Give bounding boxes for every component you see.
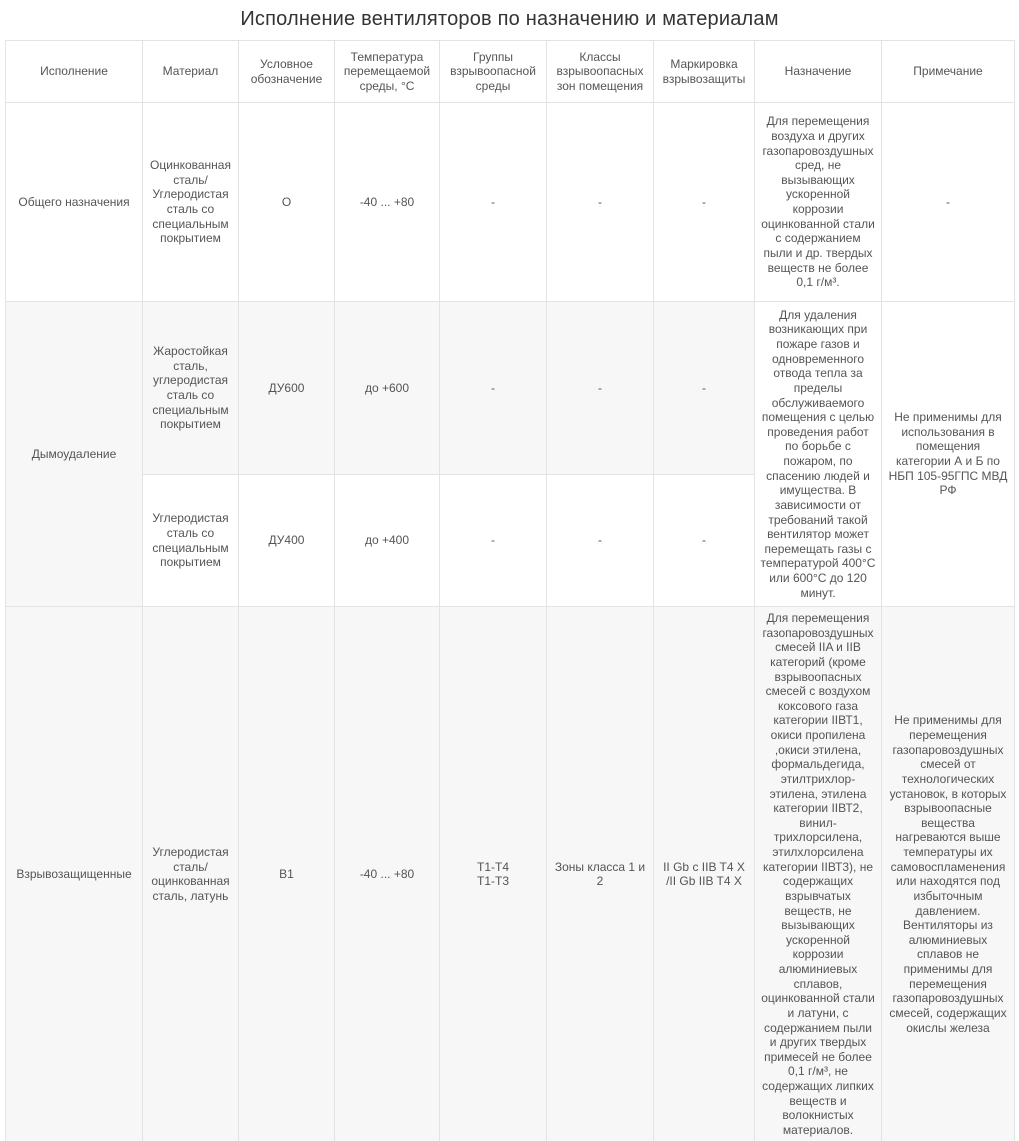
row-smoke-du400: Углеродистая сталь со специальным покрыт… (6, 474, 1015, 607)
cell-explosion-designation: В1 (238, 606, 335, 1141)
cell-explosion-note: Не применимы для перемещения газопаровоз… (881, 606, 1015, 1141)
row-general-purpose: Общего назначения Оцинкованная сталь/ Уг… (5, 102, 1015, 302)
header-marking: Маркировка взрывозащиты (653, 40, 755, 103)
header-note: Примечание (881, 40, 1015, 103)
groups-line-1: Т1-Т4 (476, 859, 509, 874)
cell-explosion-groups: Т1-Т4 Т1-Т3 (439, 606, 547, 1141)
cell-du600-material: Жаростойкая сталь, углеродистая сталь со… (142, 301, 239, 475)
header-row: Исполнение Материал Условное обозначение… (5, 40, 1015, 103)
cell-general-note: - (881, 102, 1015, 302)
marking-line-2: /II Gb IIB T4 X (666, 874, 742, 889)
cell-du400-material: Углеродистая сталь со специальным покрыт… (142, 474, 239, 607)
cell-general-designation: О (238, 102, 335, 302)
header-zones: Классы взрывоопасных зон помещения (546, 40, 654, 103)
cell-smoke-note: Не применимы для использования в помещен… (881, 301, 1015, 607)
cell-general-temperature: -40 ... +80 (334, 102, 440, 302)
header-temperature: Температура перемещаемой среды, °С (334, 40, 440, 103)
cell-du600-groups: - (439, 301, 547, 475)
cell-explosion-zones: Зоны класса 1 и 2 (546, 606, 654, 1141)
cell-explosion-marking: II Gb с IIB T4 X /II Gb IIB T4 X (653, 606, 755, 1141)
cell-explosion-purpose: Для перемещения газопаровоздушных смесей… (754, 606, 882, 1141)
row-explosion-proof: Взрывозащищенные Углеродистая сталь/ оци… (5, 606, 1015, 1141)
cell-explosion-execution: Взрывозащищенные (5, 606, 143, 1141)
header-groups: Группы взрывоопасной среды (439, 40, 547, 103)
cell-explosion-temperature: -40 ... +80 (334, 606, 440, 1141)
header-purpose: Назначение (754, 40, 882, 103)
header-designation: Условное обозначение (238, 40, 335, 103)
header-execution: Исполнение (5, 40, 143, 103)
cell-general-groups: - (439, 102, 547, 302)
marking-line-1: II Gb с IIB T4 X (663, 859, 745, 874)
cell-general-execution: Общего назначения (5, 102, 143, 302)
page-title: Исполнение вентиляторов по назначению и … (240, 8, 779, 30)
cell-smoke-execution: Дымоудаление (5, 301, 143, 607)
cell-smoke-purpose: Для удаления возникающих при пожаре газо… (754, 301, 882, 607)
cell-du400-designation: ДУ400 (238, 474, 335, 607)
groups-line-2: Т1-Т3 (476, 874, 509, 889)
row-smoke-du600: Дымоудаление Жаростойкая сталь, углероди… (5, 301, 1015, 607)
cell-du600-temperature: до +600 (334, 301, 440, 475)
cell-du400-zones: - (546, 474, 654, 607)
cell-explosion-material: Углеродистая сталь/ оцинкованная сталь, … (142, 606, 239, 1141)
cell-du400-groups: - (439, 474, 547, 607)
cell-du400-temperature: до +400 (334, 474, 440, 607)
cell-general-material: Оцинкованная сталь/ Углеродистая сталь с… (142, 102, 239, 302)
cell-general-marking: - (653, 102, 755, 302)
fan-specs-table: Исполнение Материал Условное обозначение… (5, 40, 1015, 1141)
cell-du600-marking: - (653, 301, 755, 475)
cell-general-zones: - (546, 102, 654, 302)
cell-du600-designation: ДУ600 (238, 301, 335, 475)
cell-du400-marking: - (653, 474, 755, 607)
header-material: Материал (142, 40, 239, 103)
cell-general-purpose: Для перемещения воздуха и других газопар… (754, 102, 882, 302)
cell-du600-zones: - (546, 301, 654, 475)
